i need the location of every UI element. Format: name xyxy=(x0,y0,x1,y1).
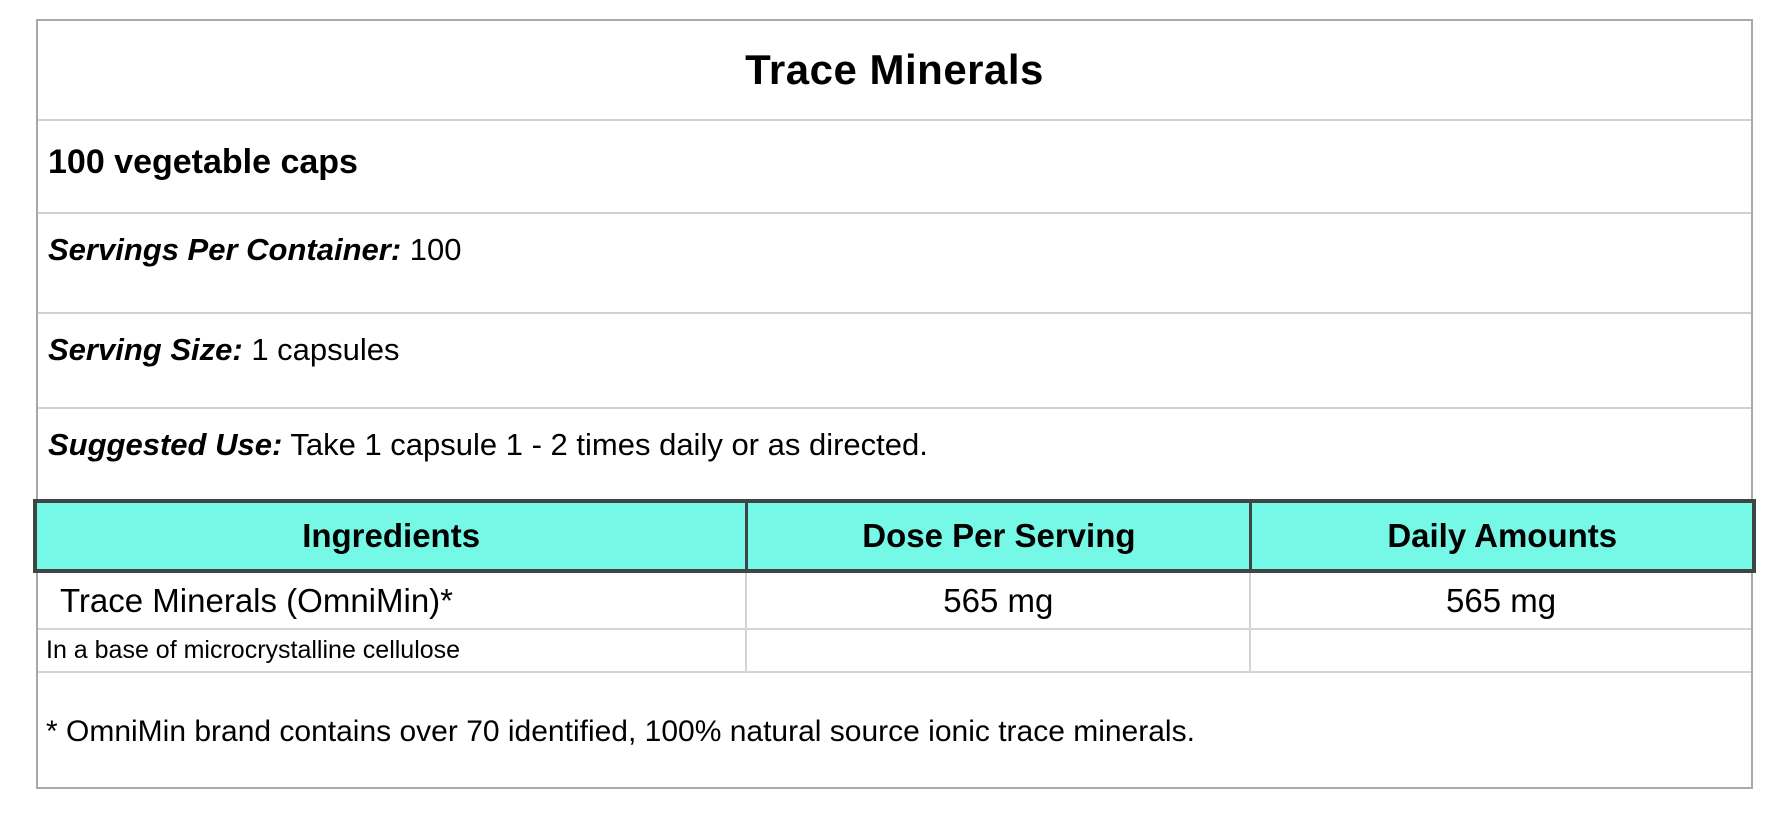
table-row: In a base of microcrystalline cellulose xyxy=(38,630,1751,673)
ingredient-dose-empty xyxy=(745,630,1249,671)
supplement-label-card: Trace Minerals 100 vegetable caps Servin… xyxy=(33,19,1756,789)
ingredients-table: Ingredients Dose Per Serving Daily Amoun… xyxy=(33,499,1756,673)
ingredient-name: Trace Minerals (OmniMin)* xyxy=(60,581,454,619)
footnote-text: * OmniMin brand contains over 70 identif… xyxy=(46,715,1195,748)
header-dose-per-serving: Dose Per Serving xyxy=(745,503,1249,569)
ingredient-daily-empty xyxy=(1249,630,1751,671)
table-row: Trace Minerals (OmniMin)* 565 mg 565 mg xyxy=(38,573,1751,630)
servings-per-container-label: Servings Per Container: xyxy=(48,232,402,267)
suggested-use-label: Suggested Use: xyxy=(48,427,283,462)
footnote-row: * OmniMin brand contains over 70 identif… xyxy=(38,673,1751,787)
serving-size-label: Serving Size: xyxy=(48,332,243,367)
header-ingredients: Ingredients xyxy=(302,517,481,554)
pack-size-text: 100 vegetable caps xyxy=(48,143,358,181)
page-title: Trace Minerals xyxy=(745,46,1044,93)
ingredient-dose: 565 mg xyxy=(745,573,1249,628)
ingredient-daily-amount: 565 mg xyxy=(1249,573,1751,628)
suggested-use-row: Suggested Use: Take 1 capsule 1 - 2 time… xyxy=(38,409,1751,499)
serving-size-row: Serving Size: 1 capsules xyxy=(38,314,1751,409)
header-daily-amounts: Daily Amounts xyxy=(1249,503,1751,569)
title-row: Trace Minerals xyxy=(38,21,1751,121)
servings-per-container-row: Servings Per Container: 100 xyxy=(38,214,1751,314)
suggested-use-value: Take 1 capsule 1 - 2 times daily or as d… xyxy=(290,427,928,462)
servings-per-container-value: 100 xyxy=(409,232,462,267)
pack-size-row: 100 vegetable caps xyxy=(38,121,1751,214)
ingredient-base-note: In a base of microcrystalline cellulose xyxy=(46,636,461,664)
serving-size-value: 1 capsules xyxy=(251,332,400,367)
ingredients-table-header: Ingredients Dose Per Serving Daily Amoun… xyxy=(33,499,1756,573)
